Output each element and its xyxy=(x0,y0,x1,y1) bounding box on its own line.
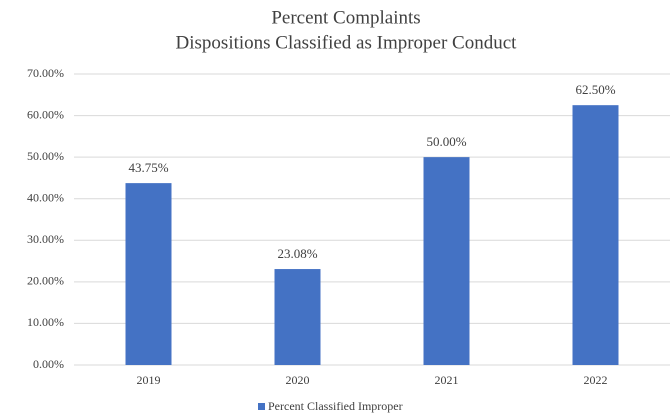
bar xyxy=(274,269,321,365)
bar xyxy=(125,183,172,365)
legend-label: Percent Classified Improper xyxy=(268,399,403,413)
x-tick-label: 2021 xyxy=(435,373,459,387)
x-tick-label: 2020 xyxy=(286,373,310,387)
y-tick-label: 70.00% xyxy=(27,66,64,80)
bar xyxy=(572,105,619,365)
x-tick-label: 2022 xyxy=(584,373,608,387)
data-label: 50.00% xyxy=(426,134,466,149)
y-tick-label: 30.00% xyxy=(27,232,64,246)
y-tick-label: 50.00% xyxy=(27,149,64,163)
y-tick-label: 10.00% xyxy=(27,315,64,329)
y-tick-label: 60.00% xyxy=(27,107,64,121)
y-tick-label: 40.00% xyxy=(27,190,64,204)
bar xyxy=(423,157,470,365)
chart-title: Percent Complaints xyxy=(271,7,420,28)
x-tick-label: 2019 xyxy=(137,373,161,387)
y-tick-label: 0.00% xyxy=(33,357,64,371)
data-label: 23.08% xyxy=(277,246,317,261)
data-label: 43.75% xyxy=(128,160,168,175)
data-label: 62.50% xyxy=(575,82,615,97)
y-tick-label: 20.00% xyxy=(27,274,64,288)
legend-swatch xyxy=(258,403,265,410)
chart-title: Dispositions Classified as Improper Cond… xyxy=(176,32,518,53)
